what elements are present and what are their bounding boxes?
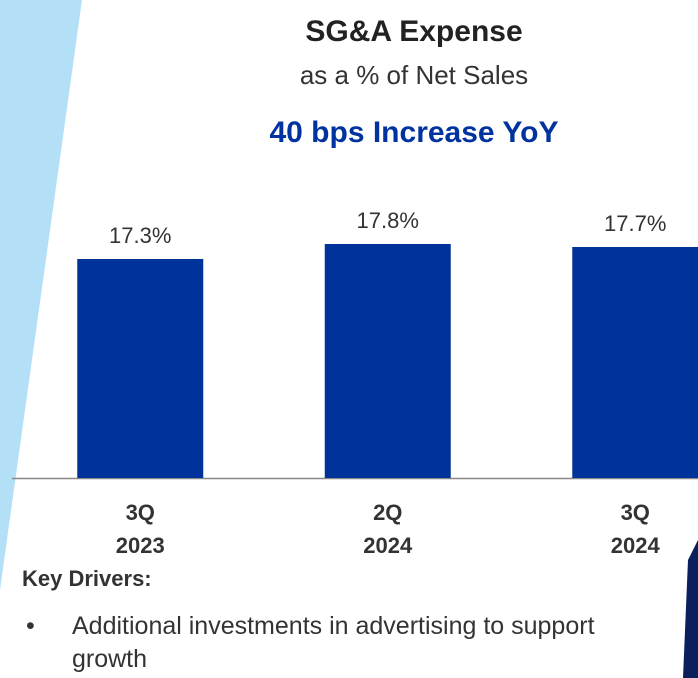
x-tick-label: 3Q 2024 <box>610 500 660 558</box>
bullet-dot: • <box>26 612 35 640</box>
bar <box>572 247 698 478</box>
bar <box>77 259 204 478</box>
value-label: 17.3% <box>109 223 171 248</box>
chart-subtitle: as a % of Net Sales <box>300 60 528 90</box>
notes-heading: Key Drivers: <box>22 566 152 591</box>
decor-stripe <box>0 0 82 590</box>
annotation: 40 bps Increase YoY <box>269 116 558 149</box>
decor-corner <box>683 540 698 678</box>
x-tick-label: 2Q 2024 <box>363 500 413 558</box>
x-tick-label: 3Q 2023 <box>115 500 165 558</box>
value-label: 17.7% <box>604 211 666 236</box>
bullet-text: Additional investments in advertising to… <box>72 612 595 673</box>
bar <box>324 244 451 478</box>
chart-title: SG&A Expense <box>305 15 522 48</box>
value-label: 17.8% <box>357 208 419 233</box>
